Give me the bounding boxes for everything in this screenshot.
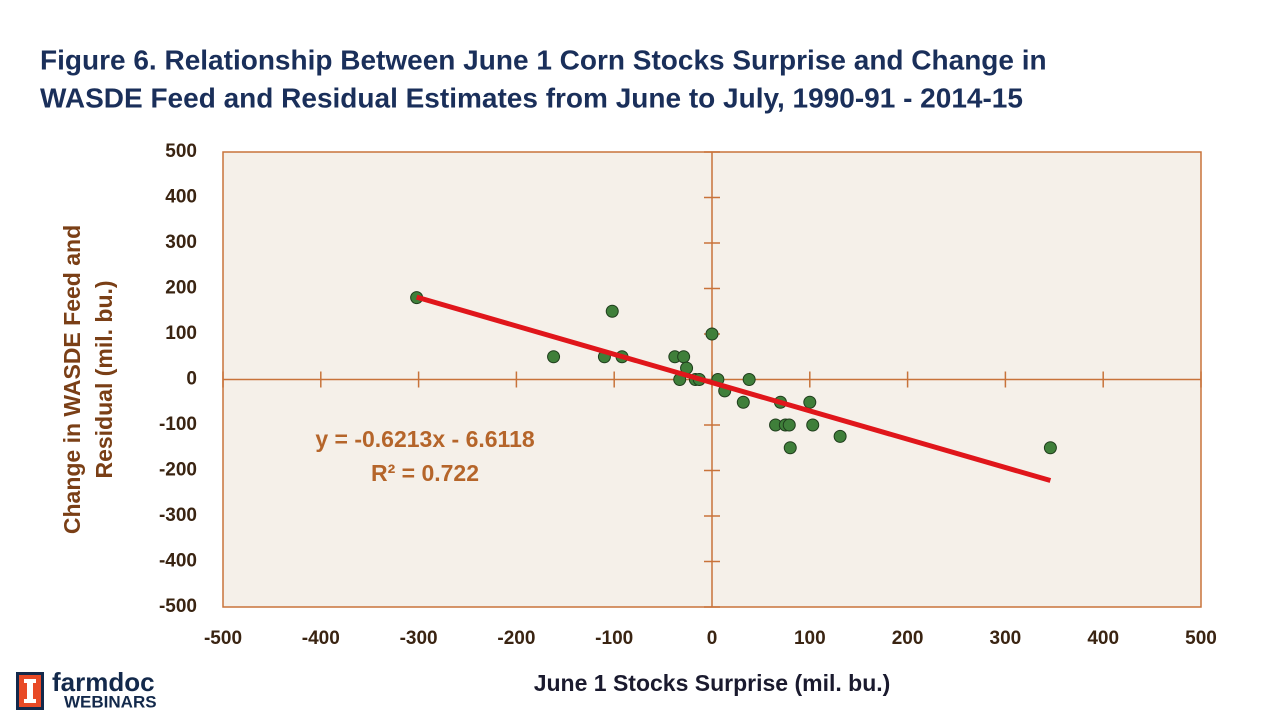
point xyxy=(783,441,797,455)
x-tick-label: -500 xyxy=(204,628,242,649)
point xyxy=(1043,441,1057,455)
x-tick-label: -400 xyxy=(302,628,340,649)
chart-title: Figure 6. Relationship Between June 1 Co… xyxy=(40,44,1047,75)
trendline xyxy=(415,294,1052,483)
point xyxy=(605,304,619,318)
y-axis-title-line: Residual (mil. bu.) xyxy=(91,280,117,478)
y-tick-label: 500 xyxy=(165,141,197,162)
y-tick-label: 0 xyxy=(186,369,197,390)
point xyxy=(833,429,847,443)
y-tick-label: -300 xyxy=(159,505,197,526)
point xyxy=(705,327,719,341)
chart-title: WASDE Feed and Residual Estimates from J… xyxy=(40,82,1023,113)
x-tick-label: 400 xyxy=(1087,628,1119,649)
y-tick-label: -400 xyxy=(159,551,197,572)
y-axis-title-line: Change in WASDE Feed and xyxy=(59,225,85,534)
x-tick-label: 100 xyxy=(794,628,826,649)
y-tick-label: 200 xyxy=(165,278,197,299)
y-tick-label: 300 xyxy=(165,232,197,253)
y-tick-label: 400 xyxy=(165,187,197,208)
x-tick-label: -300 xyxy=(400,628,438,649)
y-tick-label: -100 xyxy=(159,414,197,435)
point xyxy=(782,418,796,432)
point xyxy=(547,350,561,364)
x-axis-title: June 1 Stocks Surprise (mil. bu.) xyxy=(534,670,891,696)
point xyxy=(677,350,691,364)
point xyxy=(803,395,817,409)
logo-name: farmdoc xyxy=(52,667,155,697)
logo-subtitle: WEBINARS xyxy=(64,692,157,711)
x-tick-label: 0 xyxy=(707,628,718,649)
annotation: y = -0.6213x - 6.6118 xyxy=(315,426,535,452)
x-tick-label: 300 xyxy=(990,628,1022,649)
y-tick-label: 100 xyxy=(165,323,197,344)
x-tick-label: 500 xyxy=(1185,628,1217,649)
x-tick-label: 200 xyxy=(892,628,924,649)
y-axis-title: Change in WASDE Feed and Residual (mil. b… xyxy=(59,225,117,534)
point xyxy=(736,395,750,409)
x-tick-label: -200 xyxy=(497,628,535,649)
logo-mark xyxy=(24,679,36,703)
y-tick-label: -500 xyxy=(159,596,197,617)
x-tick-label: -100 xyxy=(595,628,633,649)
logo: farmdoc WEBINARS xyxy=(16,667,157,711)
annotation: R² = 0.722 xyxy=(371,460,479,486)
y-tick-label: -200 xyxy=(159,460,197,481)
point xyxy=(742,373,756,386)
point xyxy=(806,418,820,432)
